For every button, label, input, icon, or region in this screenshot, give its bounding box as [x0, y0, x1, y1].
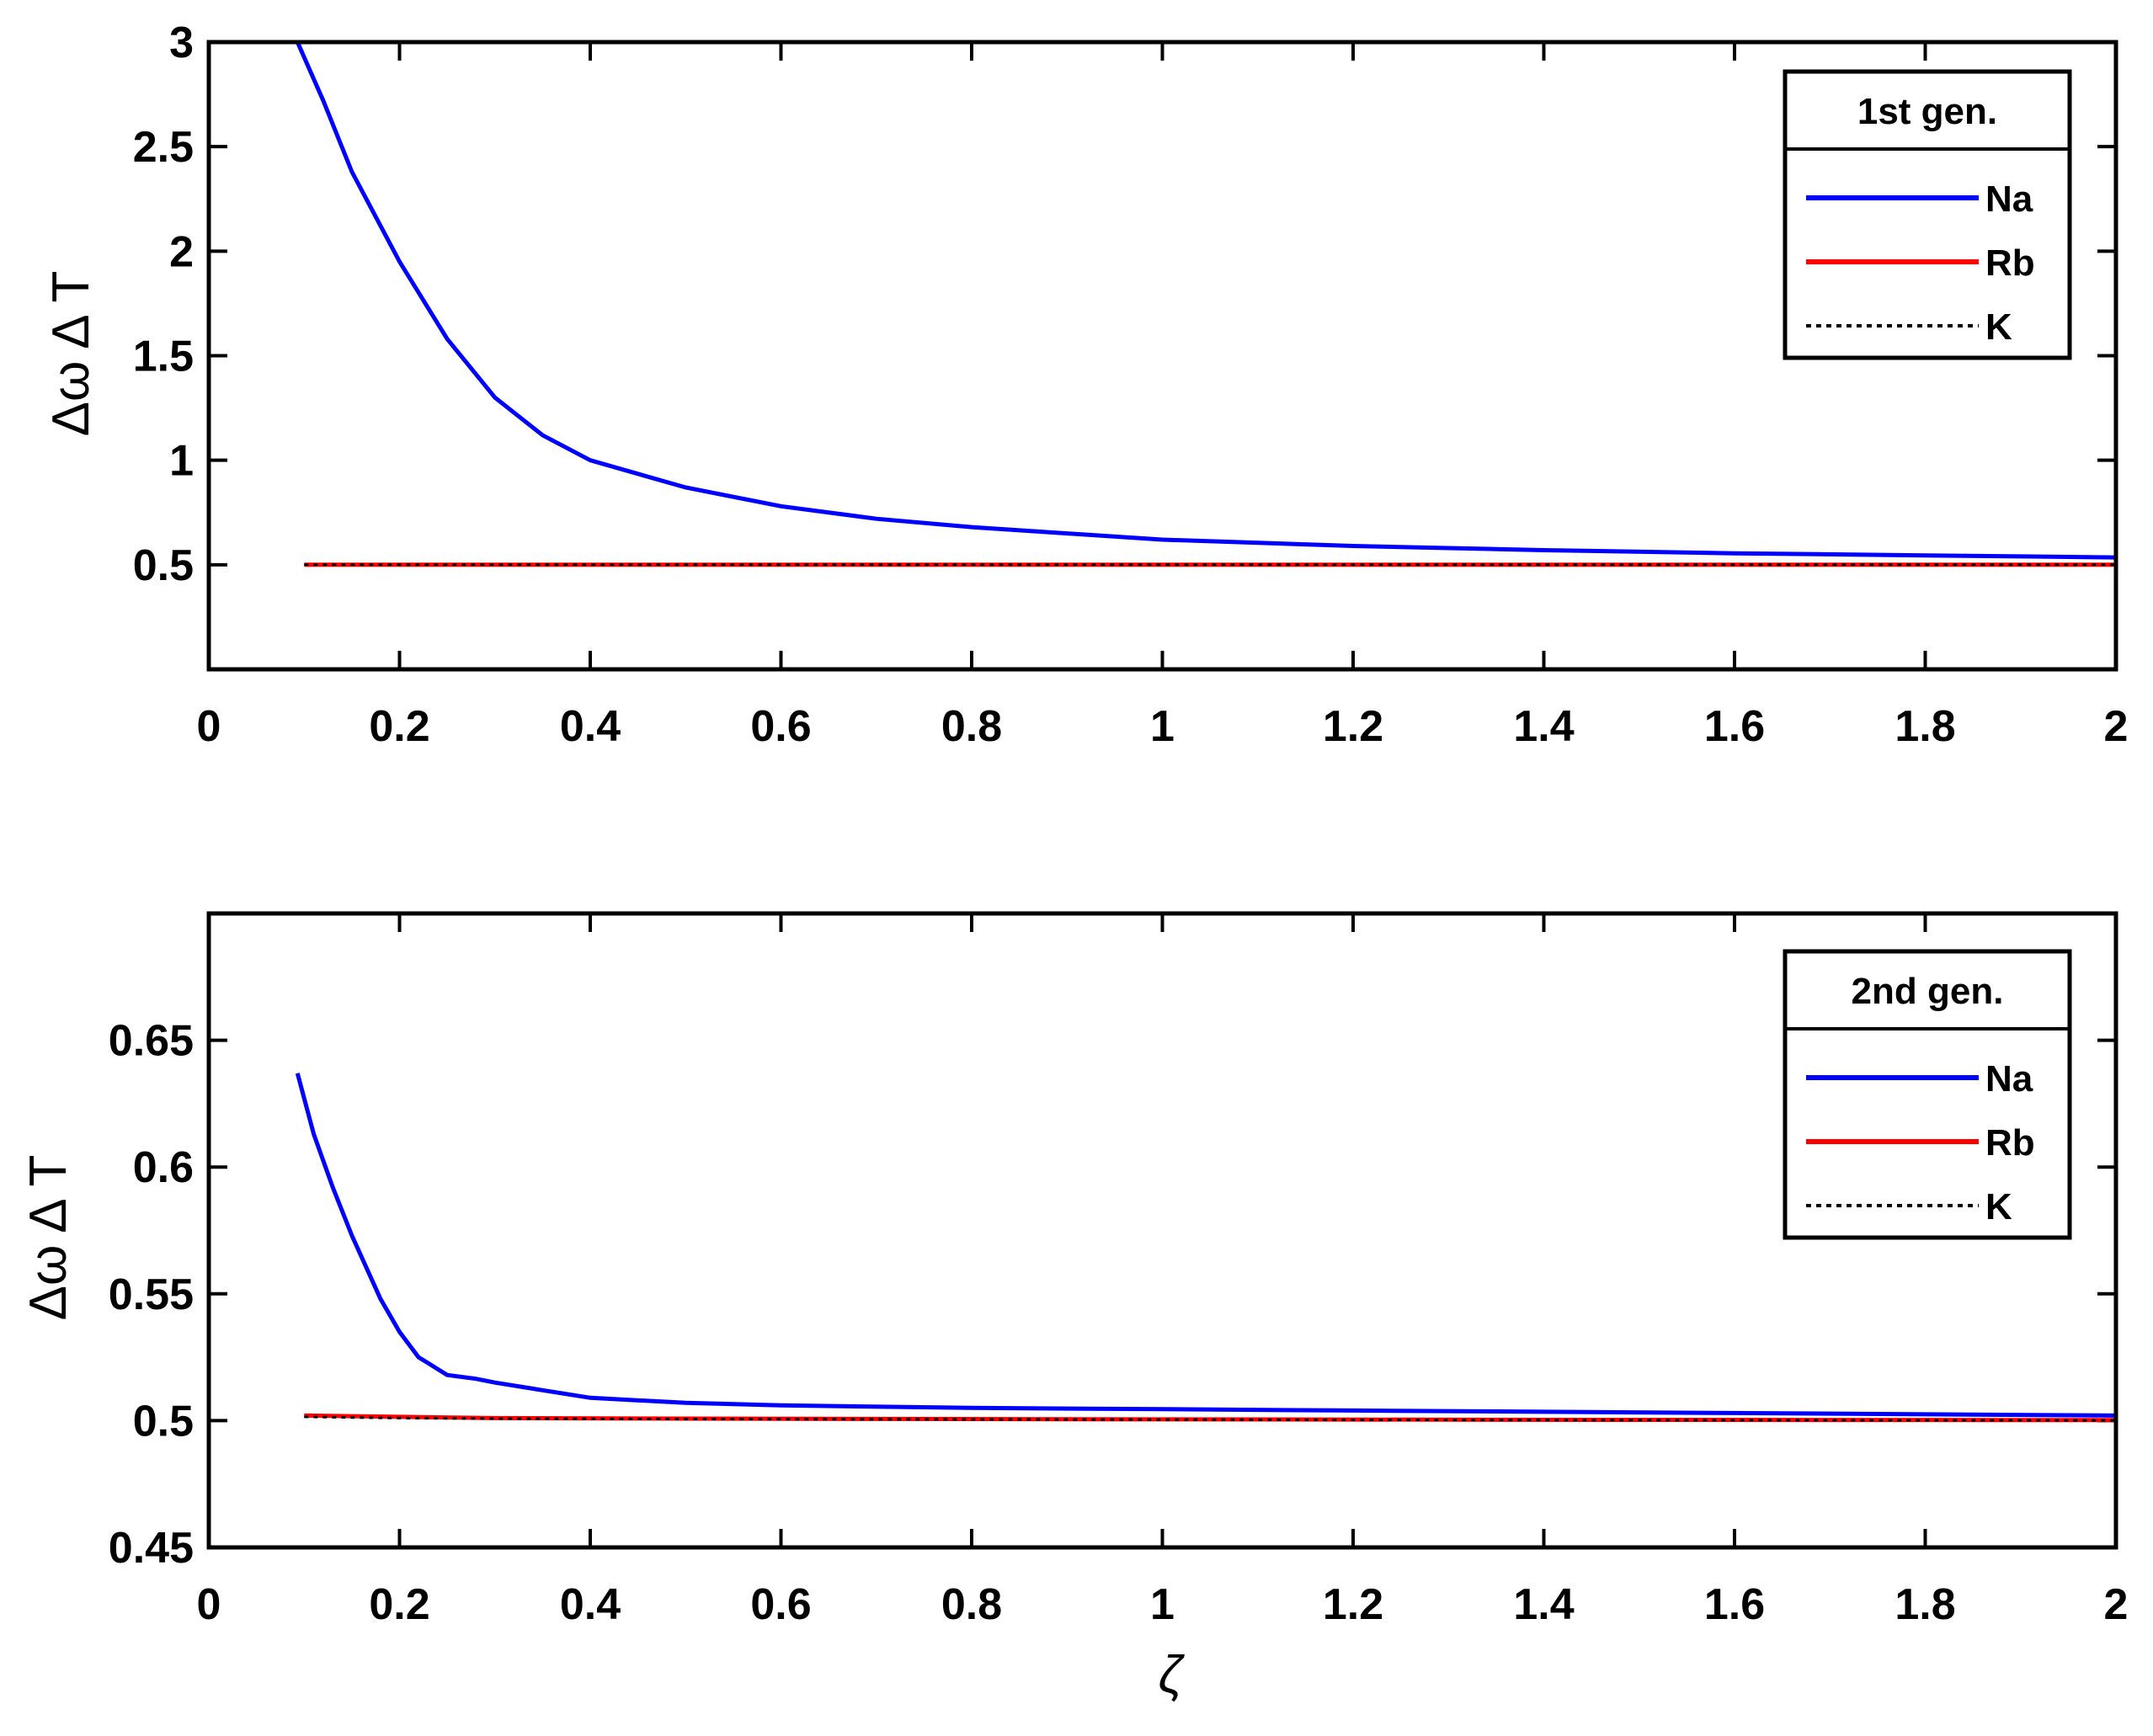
series-layer	[296, 40, 2117, 567]
ticks: 0 0.2 0.4 0.6 0.8 1 1.2 1.4 1.6 1.8 2 0.5 1 1.5 2 2.5 3	[133, 19, 2129, 751]
y-axis-title: Δω Δ T	[42, 271, 100, 437]
x-tick-label: 2	[2104, 1580, 2129, 1629]
legend-entries: Na Rb K	[1806, 178, 2035, 348]
legend-label-k: K	[1985, 306, 2012, 348]
y-tick-label: 0.5	[133, 541, 194, 590]
x-tick-label: 1.2	[1323, 1580, 1383, 1629]
legend-title: 1st gen.	[1857, 91, 1997, 132]
x-tick-label: 0.6	[750, 702, 811, 751]
legend-label-na: Na	[1985, 178, 2033, 220]
x-axis-title: ζ	[1159, 1646, 1186, 1704]
x-tick-label: 0.8	[941, 702, 1002, 751]
series-line-na	[296, 40, 2117, 560]
x-tick-label: 0.4	[560, 702, 621, 751]
legend-box	[1783, 69, 2072, 360]
y-axis-title: Δω Δ T	[19, 1155, 77, 1321]
plot-frame	[206, 40, 2118, 672]
y-tick-label: 1.5	[133, 333, 194, 381]
legend-box	[1783, 949, 2072, 1240]
x-tick-label: 1.8	[1895, 1580, 1955, 1629]
series-layer	[295, 1073, 2117, 1423]
legend-label-na: Na	[1985, 1058, 2033, 1100]
y-tick-label: 2.5	[133, 123, 194, 172]
legend: 2nd gen. Na Rb K	[1783, 949, 2072, 1240]
legend-title: 2nd gen.	[1852, 971, 2004, 1012]
x-tick-label: 0.4	[560, 1580, 621, 1629]
x-tick-label: 2	[2104, 702, 2129, 751]
x-tick-label: 0.2	[369, 1580, 429, 1629]
y-tick-label: 1	[169, 437, 194, 486]
y-tick-label: 0.6	[133, 1143, 194, 1192]
ticks: 0 0.2 0.4 0.6 0.8 1 1.2 1.4 1.6 1.8 2 0.45 0.5 0.55 0.…	[109, 913, 2129, 1629]
series-line-k	[304, 1415, 2117, 1422]
y-tick-label: 2	[169, 227, 194, 276]
legend-label-k: K	[1985, 1186, 2012, 1227]
x-tick-label: 1	[1150, 702, 1175, 751]
x-tick-label: 0	[197, 1580, 221, 1629]
legend-entries: Na Rb K	[1806, 1058, 2035, 1227]
x-tick-label: 0.8	[941, 1580, 1002, 1629]
y-tick-label: 0.45	[109, 1524, 194, 1573]
x-tick-label: 1.4	[1513, 1580, 1574, 1629]
legend-label-rb: Rb	[1985, 1122, 2035, 1164]
series-line-na	[295, 1073, 2117, 1418]
x-tick-label: 1.2	[1323, 702, 1383, 751]
x-tick-label: 1.6	[1704, 1580, 1765, 1629]
legend: 1st gen. Na Rb K	[1783, 69, 2072, 360]
legend-label-rb: Rb	[1985, 242, 2035, 284]
x-tick-label: 1.6	[1704, 702, 1765, 751]
x-tick-label: 0.2	[369, 702, 429, 751]
y-tick-label: 3	[169, 19, 194, 67]
y-tick-label: 0.55	[109, 1270, 194, 1319]
x-tick-label: 1.4	[1513, 702, 1574, 751]
x-tick-label: 0	[197, 702, 221, 751]
chart-top: Δω Δ T 0 0.2 0.4 0.6 0.8 1 1.2 1.4 1.6 1.8 2 0.5 1 1.…	[42, 19, 2128, 751]
x-tick-label: 1.8	[1895, 702, 1955, 751]
plot-frame	[206, 911, 2118, 1550]
y-tick-label: 0.5	[133, 1397, 194, 1446]
x-tick-label: 0.6	[750, 1580, 811, 1629]
chart-bottom: Δω Δ T ζ 0 0.2 0.4 0.6 0.8 1 1.2 1.4 1.6 1.8 2 0.45…	[19, 911, 2129, 1704]
y-tick-label: 0.65	[109, 1017, 194, 1066]
x-tick-label: 1	[1150, 1580, 1175, 1629]
